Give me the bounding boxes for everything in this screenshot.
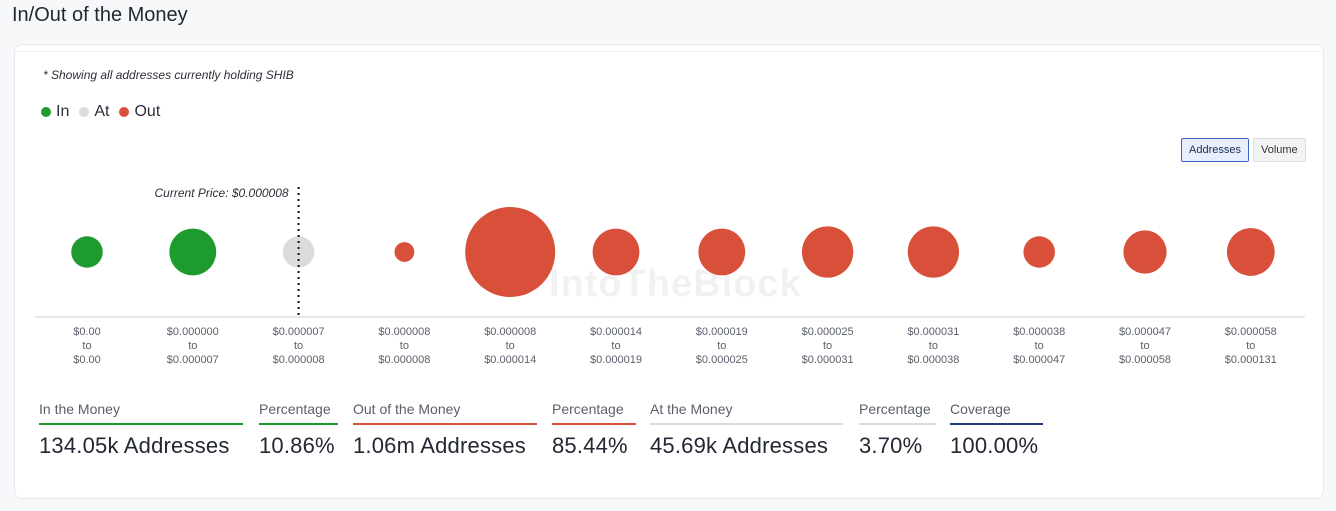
page-title: In/Out of the Money	[12, 4, 188, 26]
addresses-toggle-button[interactable]: Addresses	[1181, 138, 1249, 162]
legend-dot-in	[41, 107, 51, 117]
out-percentage-metric: Percentage 85.44%	[552, 401, 636, 459]
tick-label-from: $0.000025	[802, 326, 854, 338]
tick-label-to: to	[1246, 340, 1255, 352]
tick-label-from: $0.000031	[907, 326, 959, 338]
bubble-at[interactable]	[282, 236, 315, 268]
tick-label-to: to	[400, 340, 409, 352]
coverage-metric-value: 100.00%	[950, 433, 1039, 458]
out-of-the-money-metric-underline	[353, 423, 537, 425]
tick-label-to-value: $0.000019	[590, 354, 642, 366]
tick-label-to-value: $0.000014	[484, 354, 536, 366]
bubble-chart: $0.00 to $0.00 $0.000000 to $0.000007 $0.00000…	[35, 186, 1305, 366]
card-divider	[15, 51, 1323, 52]
bubble-out[interactable]	[592, 228, 640, 276]
tick-label-to-value: $0.000131	[1225, 354, 1277, 366]
tick-label-from: $0.000047	[1119, 326, 1171, 338]
tick-label-from: $0.000008	[378, 326, 430, 338]
tick-label-from: $0.000008	[484, 326, 536, 338]
tick-label-from: $0.000038	[1013, 326, 1065, 338]
tick-label-from: $0.000007	[273, 326, 325, 338]
tick-label-from: $0.000058	[1225, 326, 1277, 338]
out-of-the-money-metric-value: 1.06m Addresses	[353, 433, 526, 458]
tick-label-to-value: $0.000007	[167, 354, 219, 366]
coverage-metric-underline	[950, 423, 1043, 425]
legend-label-out: Out	[134, 103, 161, 120]
tick-label-to: to	[188, 340, 197, 352]
in-percentage-metric-label: Percentage	[259, 401, 331, 417]
at-the-money-metric-underline	[650, 423, 843, 425]
view-toggle: Addresses Volume	[1181, 138, 1306, 162]
at-percentage-metric-value: 3.70%	[859, 433, 923, 458]
in-the-money-metric: In the Money 134.05k Addresses	[39, 401, 243, 459]
tick-label-to: to	[294, 340, 303, 352]
legend-label-at: At	[94, 103, 110, 120]
tick-label-to-value: $0.000058	[1119, 354, 1171, 366]
bubble-out[interactable]	[1226, 228, 1275, 276]
tick-label-from: $0.000019	[696, 326, 748, 338]
out-percentage-metric-value: 85.44%	[552, 433, 628, 458]
at-percentage-metric: Percentage 3.70%	[859, 401, 936, 459]
at-percentage-metric-underline	[859, 423, 936, 425]
tick-label-to: to	[82, 340, 91, 352]
in-the-money-metric-value: 134.05k Addresses	[39, 433, 230, 458]
tick-label-to-value: $0.000008	[378, 354, 430, 366]
tick-label-to-value: $0.000038	[907, 354, 959, 366]
chart-subtitle: * Showing all addresses currently holdin…	[43, 68, 294, 82]
tick-label-from: $0.000000	[167, 326, 219, 338]
tick-label-to-value: $0.000025	[696, 354, 748, 366]
at-the-money-metric: At the Money 45.69k Addresses	[650, 401, 843, 459]
bubble-out[interactable]	[394, 242, 415, 262]
bubble-out[interactable]	[1023, 236, 1055, 268]
coverage-metric: Coverage 100.00%	[950, 401, 1043, 459]
watermark-logo: IntoTheBlock	[549, 263, 802, 305]
bubble-out[interactable]	[801, 226, 854, 278]
legend-item-in[interactable]: In	[41, 103, 69, 121]
volume-toggle-button[interactable]: Volume	[1252, 138, 1306, 162]
bubble-out[interactable]	[465, 207, 556, 297]
tick-label-from: $0.00	[73, 326, 101, 338]
tick-label-to-value: $0.000031	[802, 354, 854, 366]
at-the-money-metric-value: 45.69k Addresses	[650, 433, 829, 458]
out-of-the-money-metric-label: Out of the Money	[353, 401, 461, 417]
tick-label-to: to	[1035, 340, 1044, 352]
bubble-out[interactable]	[907, 226, 960, 278]
bubble-out[interactable]	[1123, 230, 1167, 274]
in-out-money-card: * Showing all addresses currently holdin…	[14, 44, 1324, 499]
tick-label-to-value: $0.000008	[273, 354, 325, 366]
tick-label-to-value: $0.00	[73, 354, 101, 366]
legend-item-at[interactable]: At	[79, 103, 109, 121]
tick-label-to: to	[717, 340, 726, 352]
tick-label-to: to	[611, 340, 620, 352]
tick-label-to: to	[1140, 340, 1149, 352]
at-percentage-metric-label: Percentage	[859, 401, 931, 417]
in-the-money-metric-underline	[39, 423, 243, 425]
tick-label-to-value: $0.000047	[1013, 354, 1065, 366]
at-the-money-metric-label: At the Money	[650, 401, 733, 417]
tick-label-to: to	[506, 340, 515, 352]
current-price-label: Current Price: $0.000008	[155, 186, 289, 200]
in-percentage-metric-value: 10.86%	[259, 433, 335, 458]
in-percentage-metric-underline	[259, 423, 338, 425]
tick-label-from: $0.000014	[590, 326, 642, 338]
legend-item-out[interactable]: Out	[119, 103, 160, 121]
out-percentage-metric-label: Percentage	[552, 401, 624, 417]
bubble-in[interactable]	[169, 228, 217, 276]
chart-legend: In At Out	[41, 103, 160, 121]
tick-label-to: to	[823, 340, 832, 352]
bubble-in[interactable]	[71, 236, 103, 268]
legend-dot-out	[119, 107, 130, 117]
legend-dot-at	[79, 107, 90, 117]
out-percentage-metric-underline	[552, 423, 636, 425]
in-the-money-metric-label: In the Money	[39, 401, 120, 417]
in-percentage-metric: Percentage 10.86%	[259, 401, 338, 459]
bubble-out[interactable]	[698, 228, 746, 276]
coverage-metric-label: Coverage	[950, 401, 1011, 417]
legend-label-in: In	[56, 103, 70, 120]
tick-label-to: to	[929, 340, 938, 352]
out-of-the-money-metric: Out of the Money 1.06m Addresses	[353, 401, 537, 459]
